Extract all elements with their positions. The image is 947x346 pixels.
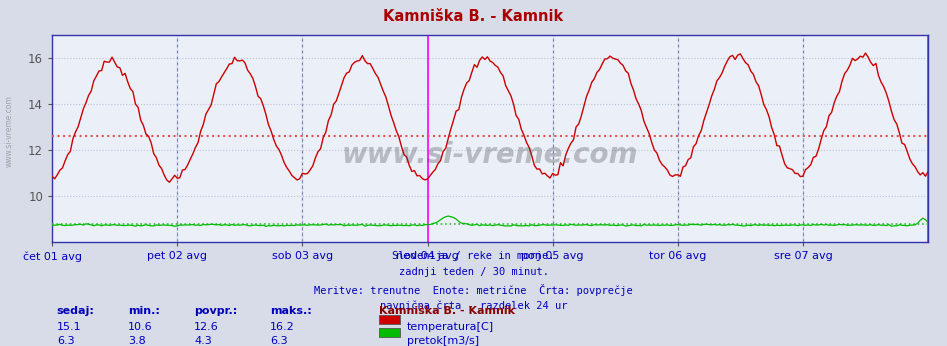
Text: 15.1: 15.1 (57, 322, 81, 333)
Text: 3.8: 3.8 (128, 336, 146, 346)
Text: povpr.:: povpr.: (194, 306, 238, 316)
Text: Meritve: trenutne  Enote: metrične  Črta: povprečje: Meritve: trenutne Enote: metrične Črta: … (314, 284, 633, 296)
Text: 12.6: 12.6 (194, 322, 219, 333)
Text: min.:: min.: (128, 306, 160, 316)
Text: 4.3: 4.3 (194, 336, 212, 346)
Text: 16.2: 16.2 (270, 322, 295, 333)
Text: sedaj:: sedaj: (57, 306, 95, 316)
Text: 10.6: 10.6 (128, 322, 152, 333)
Text: 6.3: 6.3 (270, 336, 288, 346)
Text: Kamniška B. - Kamnik: Kamniška B. - Kamnik (384, 9, 563, 24)
Text: www.si-vreme.com: www.si-vreme.com (342, 141, 638, 169)
Text: 6.3: 6.3 (57, 336, 75, 346)
Text: www.si-vreme.com: www.si-vreme.com (5, 95, 14, 167)
Text: zadnji teden / 30 minut.: zadnji teden / 30 minut. (399, 267, 548, 277)
Text: navpična črta - razdelek 24 ur: navpična črta - razdelek 24 ur (380, 301, 567, 311)
Text: pretok[m3/s]: pretok[m3/s] (407, 336, 479, 346)
Text: maks.:: maks.: (270, 306, 312, 316)
Text: Slovenija / reke in morje.: Slovenija / reke in morje. (392, 251, 555, 261)
Text: temperatura[C]: temperatura[C] (407, 322, 494, 333)
Text: Kamniška B. - Kamnik: Kamniška B. - Kamnik (379, 306, 515, 316)
